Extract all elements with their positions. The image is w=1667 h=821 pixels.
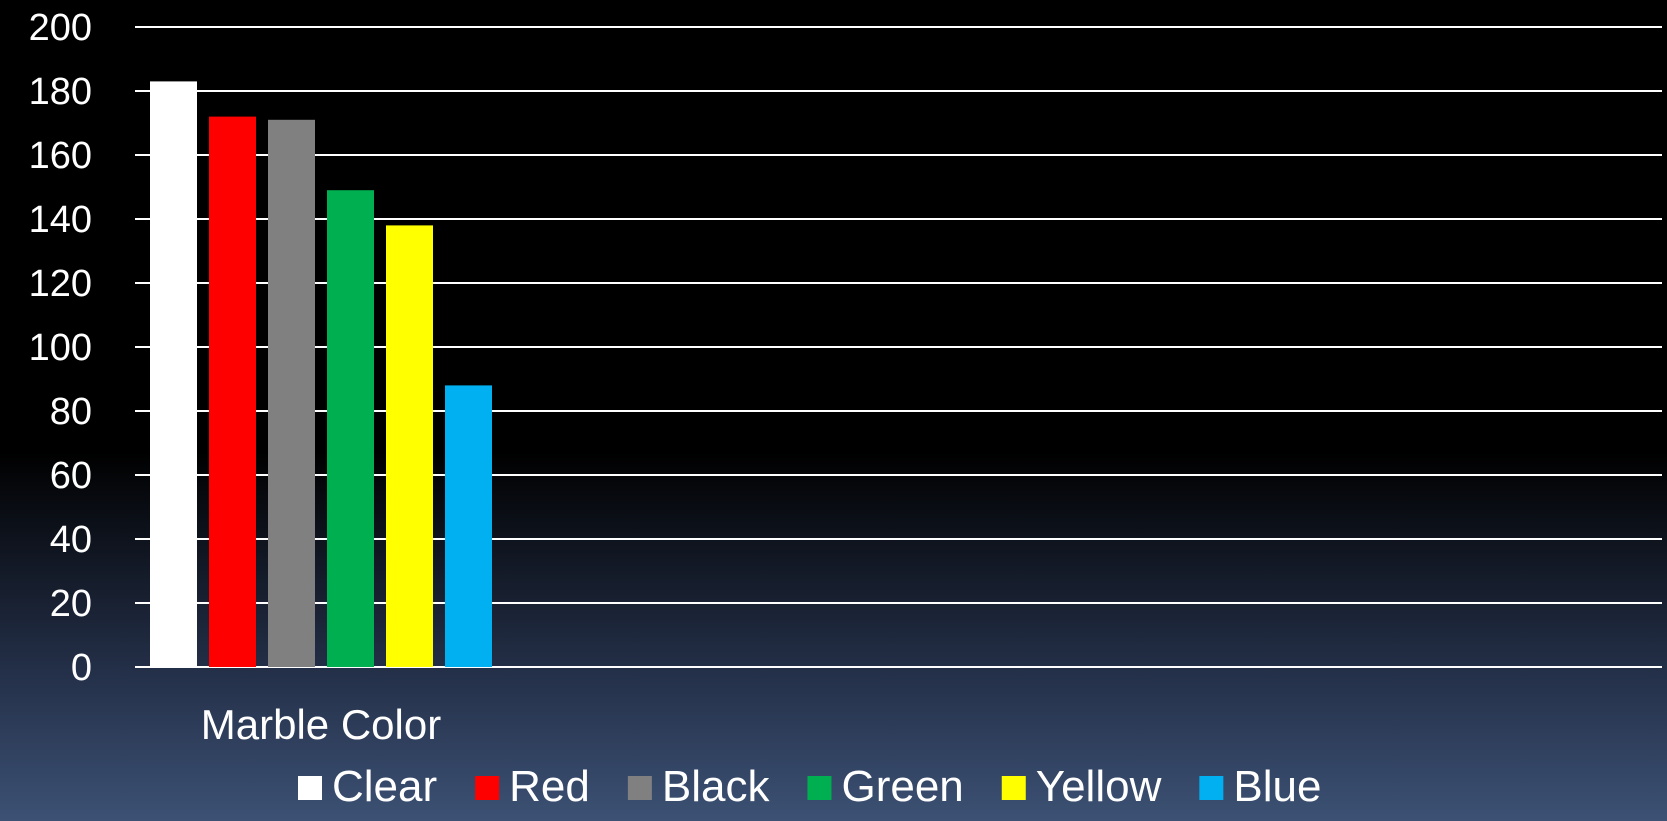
legend-swatch-black [627,776,652,800]
legend-label-green: Green [841,762,963,811]
y-tick-label: 120 [29,263,92,305]
y-tick-label: 180 [29,71,92,113]
legend-swatch-clear [298,776,322,800]
legend-swatch-yellow [1001,776,1026,800]
y-tick-label: 20 [50,583,92,625]
legend-label-yellow: Yellow [1036,762,1162,811]
y-tick-label: 40 [50,519,92,561]
y-tick-label: 80 [50,391,92,433]
bar-clear [150,81,197,667]
legend: Clear Red Black Green Yellow Blue [298,762,1321,811]
bars [150,81,492,668]
bar-yellow [386,225,433,667]
bar-blue [445,385,492,667]
bar-red [209,116,256,668]
y-tick-label: 0 [71,647,92,689]
y-tick-label: 140 [29,199,92,241]
bar-black [268,119,315,668]
legend-label-clear: Clear [332,762,437,811]
y-tick-label: 200 [29,7,92,49]
y-tick-label: 160 [29,135,92,177]
x-axis-category-labels: Marble Color [201,701,441,748]
legend-swatch-green [807,776,832,800]
legend-swatch-blue [1199,776,1224,800]
legend-label-blue: Blue [1233,762,1321,811]
legend-label-red: Red [509,762,590,811]
bar-green [327,190,374,667]
x-category-label: Marble Color [201,701,441,748]
legend-swatch-red [475,776,500,800]
y-axis-tick-labels: 0 20 40 60 80 100 120 140 160 180 200 [29,7,92,689]
legend-label-black: Black [662,762,771,811]
y-tick-label: 60 [50,455,92,497]
y-tick-label: 100 [29,327,92,369]
